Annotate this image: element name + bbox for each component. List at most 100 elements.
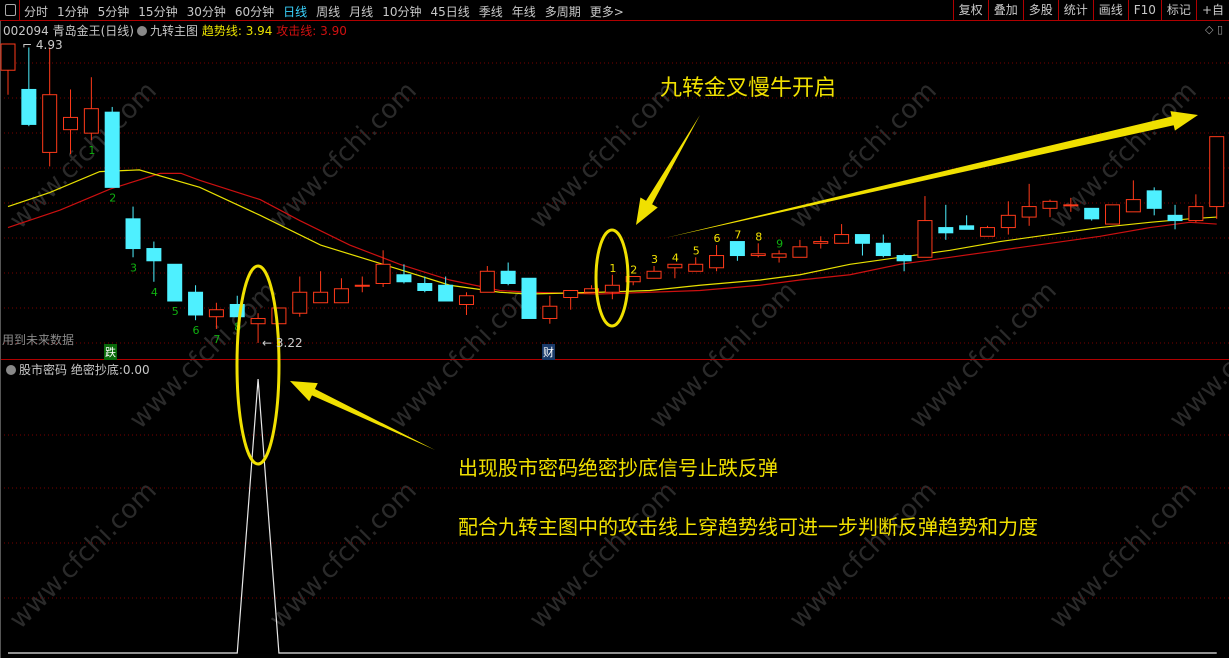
candle bbox=[500, 262, 516, 286]
candle-body bbox=[1063, 204, 1079, 207]
right-buttons: 复权 叠加 多股 统计 画线 F10 标记 +自 bbox=[952, 0, 1229, 20]
candle-body bbox=[854, 234, 870, 244]
attack-label: 攻击线: bbox=[276, 24, 317, 38]
candle bbox=[1105, 204, 1121, 225]
annotation-line2: 配合九转主图中的攻击线上穿趋势线可进一步判断反弹趋势和力度 bbox=[458, 515, 1038, 539]
candle bbox=[0, 43, 16, 95]
indicator-name[interactable]: 九转主图 bbox=[150, 24, 199, 38]
die-marker[interactable]: 跌 bbox=[104, 344, 117, 360]
watermark: www.cfchi.com bbox=[524, 76, 683, 235]
watermark: www.cfchi.com bbox=[784, 476, 943, 635]
candle bbox=[729, 241, 745, 261]
panel-toggle-icon[interactable] bbox=[0, 0, 20, 20]
period-tab[interactable]: 周线 bbox=[316, 5, 341, 19]
period-tab[interactable]: 更多> bbox=[589, 5, 624, 19]
nine-up-count: 7 bbox=[734, 229, 741, 242]
candle-body bbox=[771, 253, 787, 258]
candle bbox=[896, 253, 912, 272]
diamond-icon[interactable]: ◇ bbox=[1204, 23, 1214, 36]
period-tab[interactable]: 10分钟 bbox=[382, 5, 422, 19]
trend-arrow bbox=[665, 111, 1198, 238]
period-tab[interactable]: 5分钟 bbox=[97, 5, 130, 19]
candle bbox=[1188, 194, 1204, 223]
nine-up-count: 1 bbox=[609, 262, 616, 275]
candle bbox=[63, 89, 79, 155]
candle bbox=[438, 276, 454, 302]
candle bbox=[521, 277, 537, 319]
candle bbox=[333, 278, 349, 304]
candle bbox=[167, 263, 183, 302]
indicator-dropdown-icon[interactable] bbox=[6, 365, 16, 375]
nine-down-count: 5 bbox=[172, 305, 179, 318]
nine-up-count: 8 bbox=[755, 230, 762, 243]
candle bbox=[1125, 180, 1141, 213]
candle-body bbox=[458, 295, 474, 305]
nine-down-count: 4 bbox=[151, 286, 158, 299]
highlight-ellipse bbox=[594, 228, 630, 328]
candle bbox=[1167, 204, 1183, 230]
annotation-top: 九转金叉慢牛开启 bbox=[660, 76, 837, 101]
toolbar-button[interactable]: 标记 bbox=[1160, 0, 1196, 20]
indicator-dropdown-icon[interactable] bbox=[137, 26, 147, 36]
candle bbox=[396, 264, 412, 284]
toolbar-button[interactable]: 复权 bbox=[952, 0, 988, 20]
watermark: www.cfchi.com bbox=[4, 476, 163, 635]
toolbar-button[interactable]: F10 bbox=[1127, 0, 1161, 20]
candle-body bbox=[42, 94, 58, 153]
candle-body bbox=[1000, 214, 1016, 229]
panel-icon[interactable]: ▯ bbox=[1216, 23, 1223, 36]
candle-body bbox=[542, 305, 558, 319]
toolbar-button[interactable]: 统计 bbox=[1057, 0, 1093, 20]
candle-body bbox=[667, 263, 683, 269]
period-tab[interactable]: 分时 bbox=[24, 5, 49, 19]
cai-marker[interactable]: 财 bbox=[542, 344, 555, 360]
candle-body bbox=[1188, 206, 1204, 222]
lower-indicator-name[interactable]: 股市密码 bbox=[19, 363, 68, 377]
candle-body bbox=[813, 241, 829, 244]
period-tab[interactable]: 1分钟 bbox=[57, 5, 89, 19]
candle bbox=[1209, 136, 1225, 219]
future-data-notice: 用到未来数据 bbox=[2, 333, 75, 347]
period-tab[interactable]: 年线 bbox=[511, 5, 536, 19]
candle-body bbox=[1084, 207, 1100, 220]
nine-down-count: 3 bbox=[130, 261, 137, 274]
period-tab[interactable]: 季线 bbox=[478, 5, 503, 19]
candle bbox=[1021, 183, 1037, 226]
period-tab[interactable]: 30分钟 bbox=[186, 5, 226, 19]
period-tab[interactable]: 多周期 bbox=[544, 5, 581, 19]
signal-label: 绝密抄底: bbox=[70, 363, 123, 377]
toolbar-button[interactable]: 多股 bbox=[1022, 0, 1058, 20]
nine-up-count: 2 bbox=[630, 264, 637, 277]
period-tab[interactable]: 45日线 bbox=[430, 5, 470, 19]
period-tab[interactable]: 月线 bbox=[349, 5, 374, 19]
candle-body bbox=[521, 277, 537, 319]
signal-value: 0.00 bbox=[122, 363, 150, 377]
candle bbox=[188, 285, 204, 321]
period-tab[interactable]: 15分钟 bbox=[138, 5, 178, 19]
candle-body bbox=[396, 274, 412, 283]
candle-body bbox=[625, 276, 641, 283]
period-tab[interactable]: 60分钟 bbox=[234, 5, 275, 19]
stock-title: 002094 青岛金王(日线) bbox=[3, 24, 134, 38]
candle bbox=[917, 196, 933, 258]
nine-up-count: 3 bbox=[651, 253, 658, 266]
toolbar-button[interactable]: +自 bbox=[1195, 0, 1229, 20]
watermark: www.cfchi.com bbox=[904, 276, 1063, 435]
candle-body bbox=[21, 88, 37, 125]
candle bbox=[563, 290, 579, 310]
watermark: www.cfchi.com bbox=[124, 276, 283, 435]
nine-down-count: 6 bbox=[193, 324, 200, 337]
candle-body bbox=[146, 248, 162, 262]
toolbar-button[interactable]: 画线 bbox=[1092, 0, 1128, 20]
candle bbox=[42, 47, 58, 167]
candle-body bbox=[83, 108, 99, 134]
period-tab[interactable]: 日线 bbox=[283, 5, 308, 19]
high-price-value: 4.93 bbox=[35, 38, 63, 52]
candle bbox=[771, 250, 787, 263]
nine-down-count: 1 bbox=[88, 144, 95, 157]
toolbar-button[interactable]: 叠加 bbox=[987, 0, 1023, 20]
candle bbox=[646, 266, 662, 279]
watermark: www.cfchi.com bbox=[1044, 76, 1203, 235]
candle bbox=[1146, 187, 1162, 216]
